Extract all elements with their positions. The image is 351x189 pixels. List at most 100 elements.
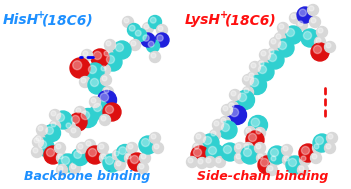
Circle shape	[310, 16, 320, 28]
Circle shape	[236, 144, 241, 149]
Circle shape	[270, 148, 279, 156]
Circle shape	[59, 154, 77, 172]
Circle shape	[243, 74, 253, 85]
Circle shape	[58, 154, 63, 159]
Circle shape	[117, 145, 133, 161]
Circle shape	[298, 164, 309, 176]
Circle shape	[69, 113, 87, 131]
Circle shape	[206, 144, 224, 162]
Circle shape	[298, 21, 303, 26]
Circle shape	[155, 33, 169, 47]
Circle shape	[246, 128, 251, 133]
Circle shape	[198, 159, 203, 164]
Circle shape	[221, 123, 230, 132]
Circle shape	[230, 90, 240, 101]
Circle shape	[38, 140, 47, 149]
Circle shape	[271, 156, 276, 161]
Circle shape	[86, 146, 104, 164]
Circle shape	[268, 166, 273, 171]
Text: Side-chain binding: Side-chain binding	[197, 170, 329, 183]
Circle shape	[289, 158, 297, 167]
Circle shape	[79, 108, 98, 128]
Circle shape	[91, 98, 96, 103]
Circle shape	[91, 49, 109, 67]
Circle shape	[254, 128, 265, 139]
Circle shape	[54, 143, 66, 153]
Circle shape	[257, 153, 267, 163]
Circle shape	[114, 151, 119, 156]
Circle shape	[157, 35, 163, 41]
Circle shape	[206, 158, 211, 163]
Circle shape	[128, 144, 133, 149]
Circle shape	[126, 143, 138, 153]
Circle shape	[244, 144, 249, 149]
Circle shape	[131, 41, 136, 46]
Circle shape	[102, 50, 113, 60]
Circle shape	[307, 5, 318, 15]
Circle shape	[282, 145, 292, 156]
Circle shape	[72, 115, 80, 124]
Circle shape	[71, 164, 76, 169]
Circle shape	[114, 160, 126, 170]
Circle shape	[57, 153, 67, 163]
Circle shape	[81, 50, 93, 60]
Circle shape	[266, 51, 284, 69]
Circle shape	[152, 143, 164, 153]
Circle shape	[249, 133, 257, 142]
Circle shape	[99, 115, 111, 125]
Circle shape	[301, 156, 306, 161]
Circle shape	[93, 103, 101, 112]
Circle shape	[91, 78, 99, 87]
Text: (18C6): (18C6)	[42, 13, 94, 27]
Circle shape	[269, 49, 274, 54]
Circle shape	[325, 143, 336, 153]
Circle shape	[105, 156, 113, 165]
Circle shape	[86, 63, 104, 81]
Circle shape	[100, 74, 112, 85]
Circle shape	[33, 148, 38, 153]
Circle shape	[34, 135, 46, 146]
Circle shape	[69, 163, 80, 174]
Circle shape	[266, 164, 278, 176]
Circle shape	[122, 16, 133, 28]
Circle shape	[129, 25, 135, 31]
Circle shape	[124, 18, 129, 23]
Circle shape	[101, 154, 106, 159]
Circle shape	[276, 34, 281, 39]
Circle shape	[326, 43, 331, 48]
Circle shape	[313, 134, 331, 152]
Circle shape	[270, 154, 280, 166]
Circle shape	[72, 149, 88, 166]
Circle shape	[154, 144, 159, 149]
Circle shape	[197, 157, 207, 169]
Circle shape	[36, 136, 41, 141]
Circle shape	[102, 76, 107, 81]
Circle shape	[144, 24, 149, 29]
Circle shape	[284, 26, 302, 44]
Circle shape	[317, 26, 327, 37]
Circle shape	[71, 128, 76, 133]
Circle shape	[101, 66, 106, 71]
Circle shape	[271, 39, 276, 44]
Circle shape	[98, 91, 117, 109]
Circle shape	[260, 158, 269, 167]
Circle shape	[251, 63, 256, 68]
Circle shape	[227, 101, 238, 112]
Circle shape	[314, 36, 325, 47]
Circle shape	[299, 9, 306, 16]
Circle shape	[219, 116, 231, 128]
Circle shape	[221, 105, 232, 115]
Circle shape	[151, 134, 156, 139]
Circle shape	[32, 146, 42, 157]
Circle shape	[113, 149, 124, 160]
Circle shape	[151, 53, 156, 58]
Circle shape	[93, 51, 101, 60]
Circle shape	[57, 164, 67, 176]
Circle shape	[241, 146, 259, 164]
Circle shape	[196, 134, 201, 139]
Circle shape	[46, 148, 54, 156]
Circle shape	[46, 127, 53, 134]
Text: (18C6): (18C6)	[225, 13, 277, 27]
Circle shape	[250, 78, 259, 87]
Circle shape	[103, 154, 121, 172]
